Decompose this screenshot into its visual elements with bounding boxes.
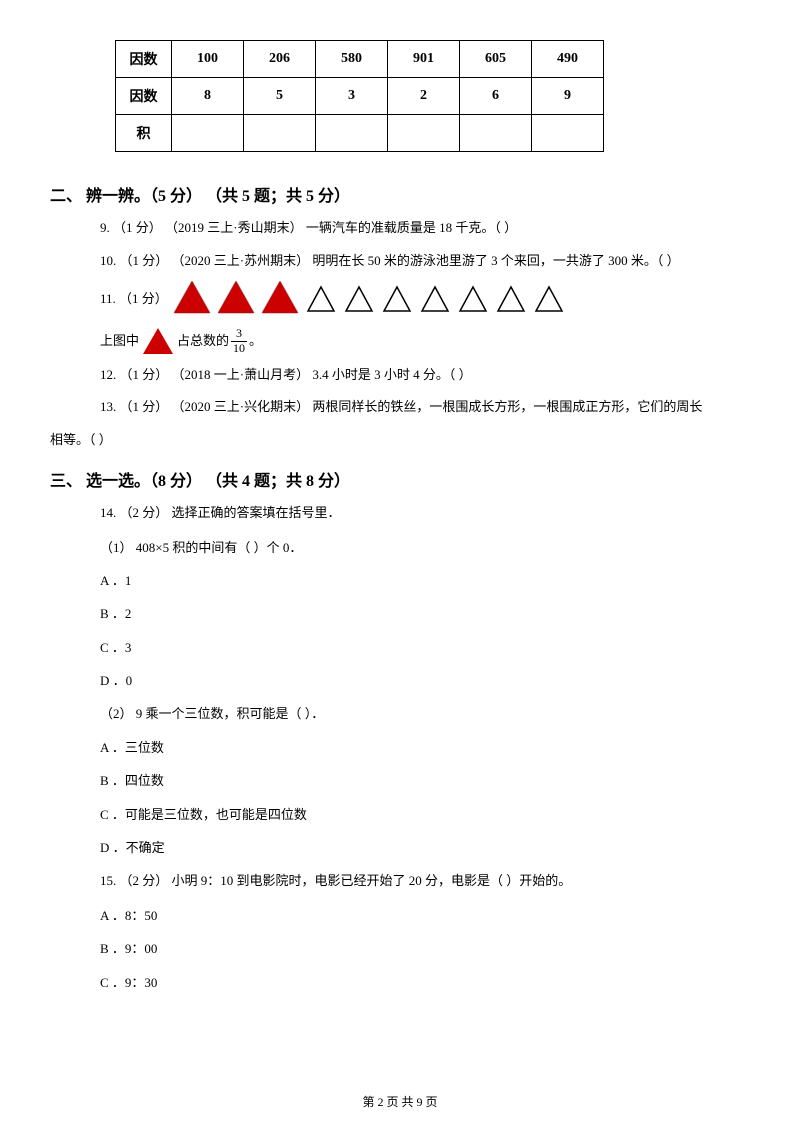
table-cell: 8 (172, 78, 244, 115)
question-11: 11. （1 分） (100, 281, 750, 313)
question-11-label: 11. （1 分） (100, 288, 168, 307)
question-14-1: （1） 408×5 积的中间有（ ）个 0． (100, 536, 750, 559)
section-2-title: 二、 辨一辨。（5 分） （共 5 题；共 5 分） (50, 182, 750, 206)
question-9: 9. （1 分） （2019 三上·秀山期末） 一辆汽车的准载质量是 18 千克… (100, 216, 750, 241)
table-row: 积 (116, 115, 604, 152)
q11-prefix: 上图中 (100, 329, 139, 354)
factors-table: 因数 100 206 580 901 605 490 因数 8 5 3 2 6 … (115, 40, 604, 152)
option-d: D ．0 (100, 669, 750, 692)
table-cell (172, 115, 244, 152)
row-label: 因数 (116, 41, 172, 78)
option-c: C ．9：30 (100, 971, 750, 994)
table-cell: 6 (460, 78, 532, 115)
table-cell: 2 (388, 78, 460, 115)
fraction-denominator: 10 (231, 342, 247, 355)
row-label: 因数 (116, 78, 172, 115)
table-cell: 901 (388, 41, 460, 78)
table-cell: 9 (532, 78, 604, 115)
triangle-empty-icon (534, 285, 564, 313)
table-cell: 100 (172, 41, 244, 78)
triangle-empty-icon (496, 285, 526, 313)
option-a: A ．1 (100, 569, 750, 592)
triangle-empty-icon (420, 285, 450, 313)
table-cell: 605 (460, 41, 532, 78)
triangle-filled-icon (262, 281, 298, 313)
section-3-title: 三、 选一选。（8 分） （共 4 题；共 8 分） (50, 467, 750, 491)
option-c: C ．可能是三位数，也可能是四位数 (100, 803, 750, 826)
option-b: B ．9：00 (100, 937, 750, 960)
question-15: 15. （2 分） 小明 9：10 到电影院时，电影已经开始了 20 分，电影是… (100, 869, 750, 894)
table-cell (388, 115, 460, 152)
triangle-empty-icon (382, 285, 412, 313)
triangle-filled-icon (218, 281, 254, 313)
table-row: 因数 100 206 580 901 605 490 (116, 41, 604, 78)
fraction-numerator: 3 (231, 327, 247, 341)
table-cell: 490 (532, 41, 604, 78)
question-13-cont: 相等。（ ） (50, 428, 750, 453)
table-cell (316, 115, 388, 152)
triangle-filled-icon (143, 328, 173, 354)
row-label: 积 (116, 115, 172, 152)
table-cell: 580 (316, 41, 388, 78)
triangle-filled-icon (174, 281, 210, 313)
q11-suffix: 。 (249, 329, 262, 354)
question-10: 10. （1 分） （2020 三上·苏州期末） 明明在长 50 米的游泳池里游… (100, 249, 750, 274)
table-row: 因数 8 5 3 2 6 9 (116, 78, 604, 115)
triangle-empty-icon (344, 285, 374, 313)
option-a: A ．8：50 (100, 904, 750, 927)
table-cell: 206 (244, 41, 316, 78)
question-12: 12. （1 分） （2018 一上·萧山月考） 3.4 小时是 3 小时 4 … (100, 363, 750, 388)
table-cell (244, 115, 316, 152)
option-c: C ．3 (100, 636, 750, 659)
table-cell (532, 115, 604, 152)
table-cell (460, 115, 532, 152)
question-14: 14. （2 分） 选择正确的答案填在括号里． (100, 501, 750, 526)
fraction: 3 10 (231, 327, 247, 354)
q11-mid: 占总数的 (177, 329, 229, 354)
option-a: A ．三位数 (100, 736, 750, 759)
option-b: B ．四位数 (100, 769, 750, 792)
triangle-row (174, 281, 564, 313)
page-footer: 第 2 页 共 9 页 (50, 1093, 750, 1110)
question-14-2: （2） 9 乘一个三位数，积可能是（ ）． (100, 702, 750, 725)
table-cell: 3 (316, 78, 388, 115)
question-11-statement: 上图中 占总数的 3 10 。 (100, 327, 750, 354)
option-d: D ．不确定 (100, 836, 750, 859)
triangle-empty-icon (306, 285, 336, 313)
triangle-empty-icon (458, 285, 488, 313)
question-13: 13. （1 分） （2020 三上·兴化期末） 两根同样长的铁丝，一根围成长方… (100, 395, 750, 420)
option-b: B ．2 (100, 602, 750, 625)
table-cell: 5 (244, 78, 316, 115)
